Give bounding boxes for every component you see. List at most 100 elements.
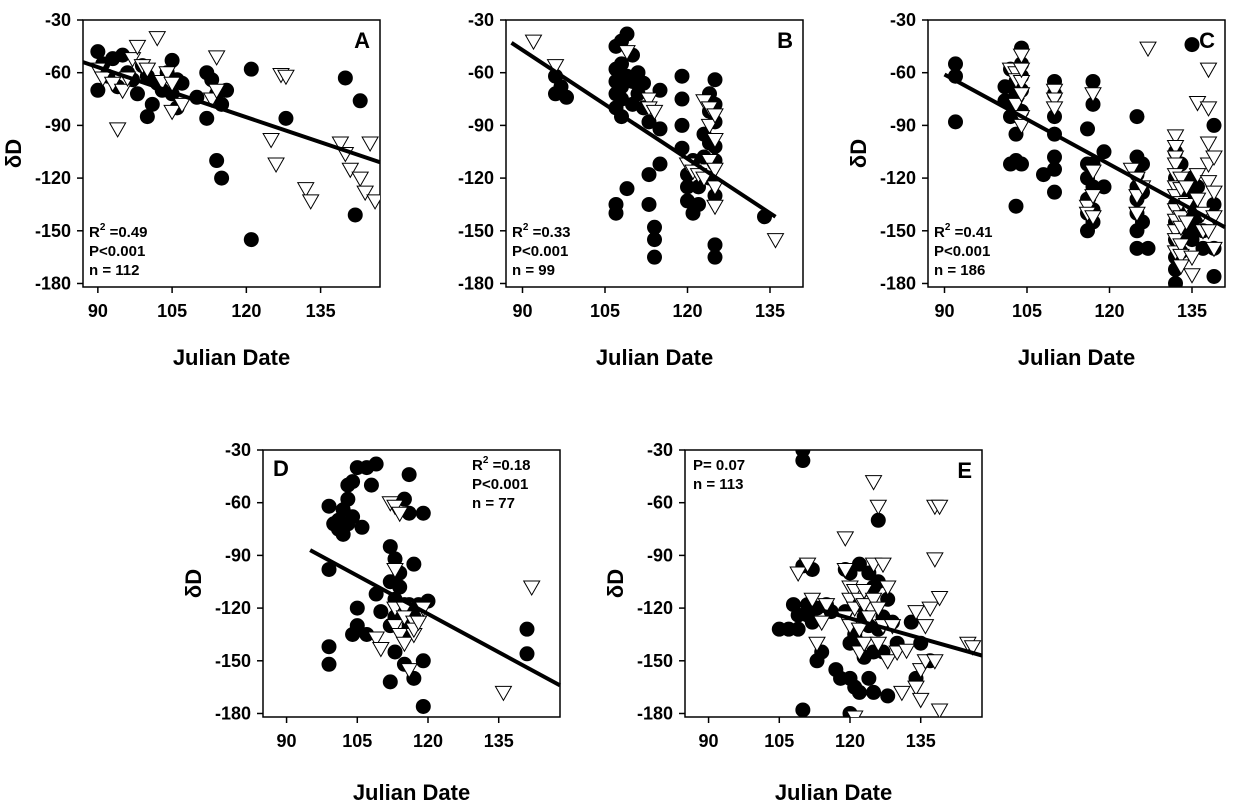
y-tick-label: -30 <box>647 440 673 460</box>
x-tick-label: 90 <box>699 731 719 751</box>
filled-circle-point <box>363 477 379 493</box>
filled-circle-point <box>707 249 723 265</box>
open-triangle-point <box>522 580 541 597</box>
open-triangle-point <box>855 584 874 600</box>
filled-circle-point <box>278 110 294 126</box>
open-triangle-point <box>1084 164 1102 181</box>
open-triangle-point <box>930 703 949 717</box>
x-tick-label: 135 <box>755 301 785 321</box>
open-triangle-point <box>277 69 295 86</box>
open-triangle-point <box>700 118 719 135</box>
filled-circle-point <box>870 512 886 528</box>
open-triangle-point <box>836 531 855 547</box>
open-triangle-point <box>1166 139 1185 156</box>
plot-frame <box>684 449 983 718</box>
filled-circle-point <box>647 232 662 248</box>
x-axis-title: Julian Date <box>1018 345 1135 370</box>
open-triangle-point <box>1122 162 1141 179</box>
open-triangle-point <box>341 162 360 179</box>
open-triangle-point <box>817 598 836 614</box>
open-triangle-point <box>267 157 285 174</box>
open-triangle-point <box>1139 41 1157 58</box>
open-triangle-point <box>301 194 320 210</box>
filled-circle-point <box>674 68 690 84</box>
x-tick-label: 90 <box>934 301 954 321</box>
open-triangle-point <box>524 34 543 51</box>
open-triangle-point <box>864 592 883 609</box>
filled-circle-point <box>321 561 337 577</box>
filled-circle-point <box>406 556 422 572</box>
filled-circle-point <box>349 600 365 616</box>
filled-circle-point <box>209 153 225 169</box>
filled-circle-point <box>349 618 365 634</box>
open-triangle-point <box>766 233 785 249</box>
open-triangle-point <box>1205 241 1223 258</box>
filled-circle-point <box>352 93 368 109</box>
y-axis-title: δD <box>603 569 628 598</box>
x-tick-label: 120 <box>672 301 702 321</box>
y-axis-title: δD <box>1 139 26 168</box>
open-triangle-point <box>700 154 719 170</box>
filled-circle-point <box>636 75 651 91</box>
open-triangle-point <box>911 692 930 709</box>
stat-line: R2 =0.33 <box>512 222 571 241</box>
open-triangle-point <box>1199 136 1218 152</box>
filled-circle-point <box>392 579 408 595</box>
open-triangle-point <box>546 59 565 75</box>
open-triangle-point <box>836 562 855 579</box>
filled-circle-point <box>707 237 723 253</box>
open-triangle-point <box>925 552 944 568</box>
regression-line <box>82 60 381 165</box>
y-tick-label: -150 <box>880 221 916 241</box>
filled-circle-point <box>382 539 398 555</box>
open-triangle-point <box>138 62 157 79</box>
open-triangle-point <box>1012 48 1031 65</box>
x-tick-label: 105 <box>1012 301 1042 321</box>
y-tick-label: -30 <box>45 10 71 30</box>
plot-marks <box>948 37 1223 287</box>
open-triangle-point <box>1012 62 1031 79</box>
x-tick-label: 120 <box>231 301 261 321</box>
open-triangle-point <box>1007 97 1025 114</box>
y-tick-label: -90 <box>890 115 916 135</box>
open-triangle-point <box>925 654 944 670</box>
filled-circle-point <box>1206 268 1222 284</box>
filled-circle-point <box>1184 37 1200 53</box>
x-tick-label: 105 <box>590 301 620 321</box>
filled-circle-point <box>337 70 353 86</box>
open-triangle-point <box>1166 129 1185 145</box>
open-triangle-point <box>395 636 414 653</box>
open-triangle-point <box>390 506 409 523</box>
filled-circle-point <box>1140 240 1156 256</box>
plot-marks <box>88 31 380 248</box>
filled-circle-point <box>373 604 389 620</box>
open-triangle-point <box>1205 185 1223 202</box>
y-tick-label: -60 <box>647 493 673 513</box>
stat-line: n = 77 <box>472 495 515 512</box>
y-tick-label: -90 <box>468 115 494 135</box>
y-axis-title: δD <box>846 139 871 168</box>
filled-circle-point <box>647 219 662 235</box>
open-triangle-point <box>706 108 724 124</box>
stat-line: R2 =0.41 <box>934 222 993 241</box>
y-tick-label: -180 <box>35 273 71 293</box>
filled-circle-point <box>139 109 155 125</box>
filled-circle-point <box>144 96 160 112</box>
panel-letter: B <box>777 28 793 53</box>
open-triangle-point <box>1012 118 1031 135</box>
filled-circle-point <box>519 646 535 662</box>
open-triangle-point <box>1177 215 1196 232</box>
open-triangle-point <box>367 631 386 647</box>
open-triangle-point <box>1205 150 1223 167</box>
open-triangle-point <box>1045 83 1064 100</box>
open-triangle-point <box>850 622 869 639</box>
regression-line <box>309 548 561 688</box>
filled-circle-point <box>948 56 963 72</box>
open-triangle-point <box>1084 87 1102 103</box>
open-triangle-point <box>645 104 664 121</box>
open-triangle-point <box>1183 250 1201 267</box>
stat-line: P<0.001 <box>89 243 145 260</box>
open-triangle-point <box>812 615 831 632</box>
open-triangle-point <box>706 199 724 216</box>
filled-circle-point <box>674 117 690 133</box>
